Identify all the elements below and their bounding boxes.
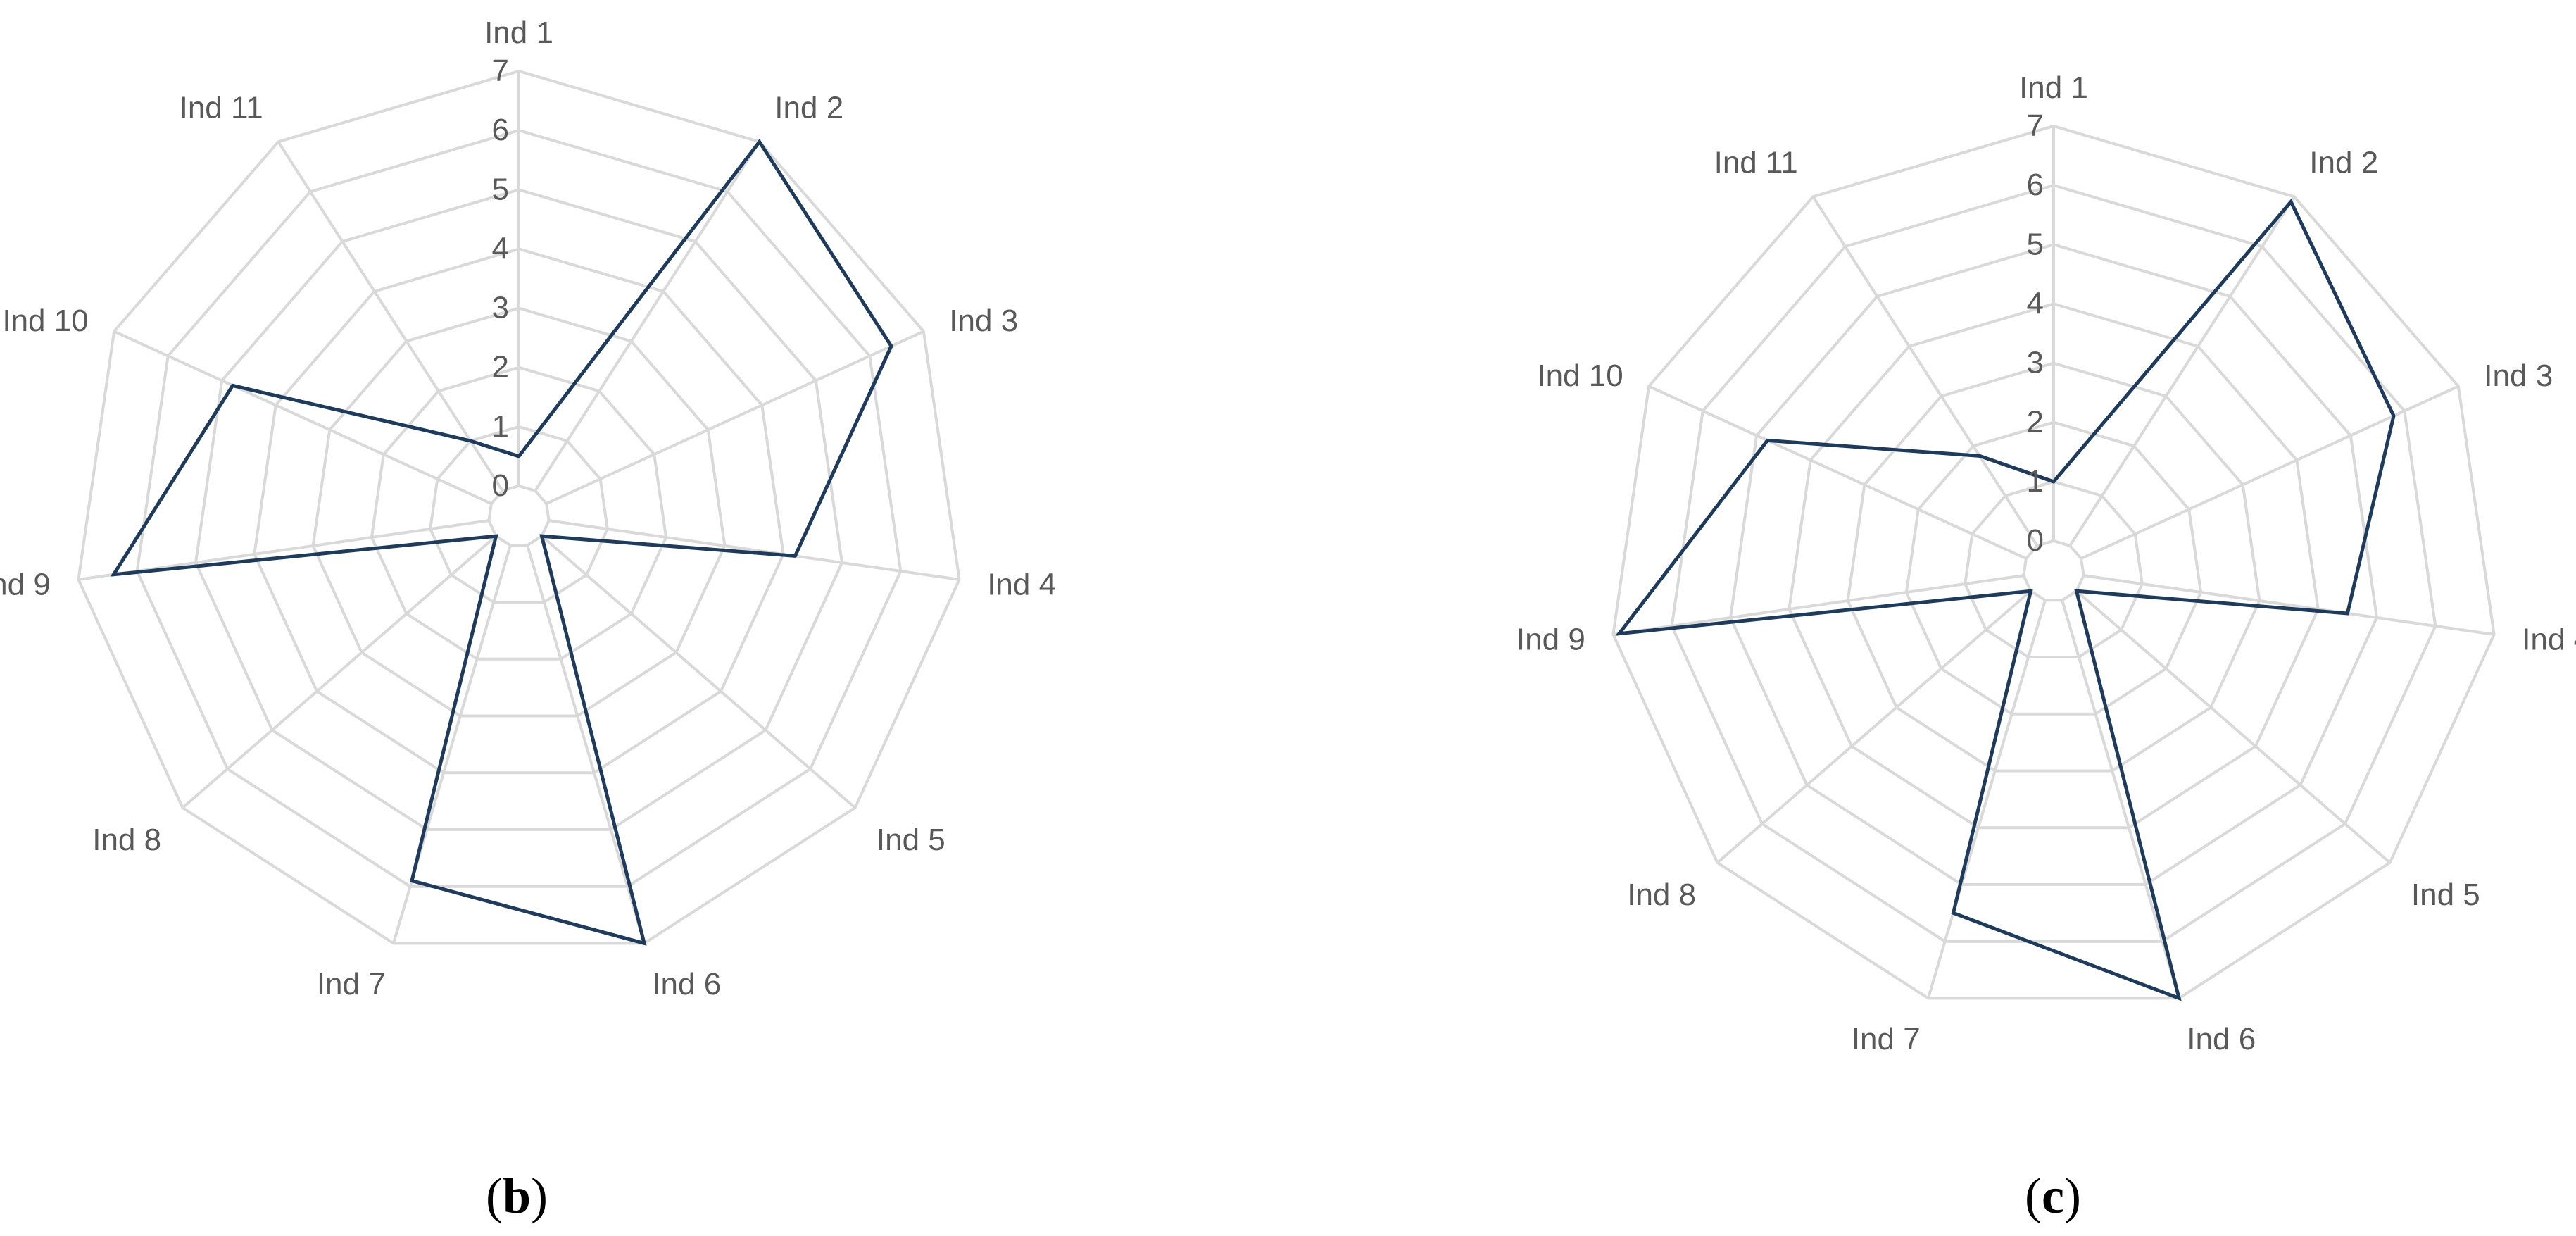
tick-label-0: 0 — [492, 468, 509, 503]
category-label-ind-8: Ind 8 — [1627, 878, 1696, 912]
category-label-ind-6: Ind 6 — [652, 967, 721, 1001]
spoke-3 — [546, 330, 924, 505]
grid-ring-0 — [487, 484, 551, 547]
tick-label-3: 3 — [2027, 346, 2044, 380]
tick-label-0: 0 — [2027, 523, 2044, 558]
tick-label-6: 6 — [2027, 168, 2044, 202]
grid-ring-0 — [2022, 539, 2085, 602]
spoke-3 — [2080, 385, 2459, 560]
spoke-8 — [182, 535, 497, 809]
category-label-ind-1: Ind 1 — [484, 15, 553, 50]
panel-label-b-letter: b — [503, 1168, 531, 1224]
tick-label-5: 5 — [492, 172, 509, 206]
tick-label-5: 5 — [2027, 227, 2044, 261]
spoke-8 — [1716, 589, 2032, 864]
spoke-10 — [1648, 385, 2027, 560]
category-label-ind-5: Ind 5 — [877, 823, 945, 857]
grid-ring-5 — [194, 188, 844, 831]
series-line-1 — [1615, 198, 2396, 1001]
panel-label-c-letter: c — [2042, 1168, 2064, 1224]
grid-ring-7 — [1611, 124, 2496, 1000]
category-label-ind-2: Ind 2 — [774, 91, 843, 125]
grid-ring-2 — [370, 366, 668, 661]
category-label-ind-5: Ind 5 — [2411, 878, 2480, 912]
spoke-2 — [534, 141, 761, 492]
spoke-5 — [541, 535, 856, 809]
category-label-ind-4: Ind 4 — [2522, 623, 2576, 657]
grid-ring-4 — [253, 247, 785, 775]
grid-ring-3 — [1846, 361, 2261, 773]
panel-label-b: (b) — [486, 1168, 548, 1224]
grid-ring-2 — [1904, 420, 2203, 716]
spoke-9 — [1613, 574, 2024, 636]
category-label-ind-4: Ind 4 — [987, 568, 1056, 602]
category-label-ind-11: Ind 11 — [1714, 146, 1798, 180]
category-label-ind-7: Ind 7 — [317, 967, 386, 1001]
category-label-ind-11: Ind 11 — [180, 91, 263, 125]
spoke-7 — [1926, 599, 2047, 999]
spoke-10 — [113, 330, 492, 505]
category-label-ind-7: Ind 7 — [1852, 1022, 1921, 1056]
grid-ring-7 — [77, 69, 961, 945]
tick-label-3: 3 — [492, 291, 509, 325]
spoke-6 — [526, 544, 646, 944]
spoke-7 — [391, 544, 512, 944]
tick-label-7: 7 — [492, 54, 509, 88]
category-label-ind-1: Ind 1 — [2019, 70, 2088, 105]
tick-label-4: 4 — [492, 231, 509, 266]
category-label-ind-8: Ind 8 — [92, 823, 161, 857]
category-label-ind-10: Ind 10 — [1537, 358, 1623, 393]
spoke-11 — [1811, 196, 2039, 547]
category-label-ind-9: Ind 9 — [0, 568, 51, 602]
spoke-2 — [2068, 196, 2296, 547]
spoke-4 — [548, 519, 960, 581]
panel-label-c: (c) — [2025, 1168, 2081, 1224]
tick-label-2: 2 — [492, 350, 509, 385]
grid-ring-6 — [1670, 184, 2437, 943]
tick-label-7: 7 — [2027, 108, 2044, 143]
category-label-ind-3: Ind 3 — [2484, 358, 2553, 393]
tick-label-6: 6 — [492, 113, 509, 147]
spoke-11 — [277, 141, 504, 492]
category-label-ind-10: Ind 10 — [2, 304, 88, 338]
category-label-ind-6: Ind 6 — [2187, 1022, 2256, 1056]
category-label-ind-9: Ind 9 — [1516, 623, 1585, 657]
spoke-5 — [2075, 589, 2391, 864]
radar-chart-b: 0 1 2 3 4 5 6 7 Ind 1 Ind 2 Ind 3 Ind 4 Ind 5 Ind 6 In… — [0, 15, 1056, 1001]
tick-label-4: 4 — [2027, 286, 2044, 320]
spoke-4 — [2083, 574, 2494, 636]
grid-ring-6 — [135, 129, 903, 888]
grid-ring-5 — [1728, 243, 2379, 886]
series-line-1 — [110, 138, 893, 946]
category-label-ind-3: Ind 3 — [949, 304, 1018, 338]
grid-ring-1 — [1964, 480, 2144, 658]
grid-ring-3 — [311, 306, 727, 718]
tick-label-1: 1 — [492, 409, 509, 444]
tick-label-1: 1 — [2027, 464, 2044, 499]
tick-label-2: 2 — [2027, 405, 2044, 439]
grid-ring-1 — [429, 425, 609, 604]
spoke-6 — [2061, 599, 2181, 999]
grid-ring-4 — [1788, 302, 2320, 830]
category-label-ind-2: Ind 2 — [2309, 146, 2378, 180]
